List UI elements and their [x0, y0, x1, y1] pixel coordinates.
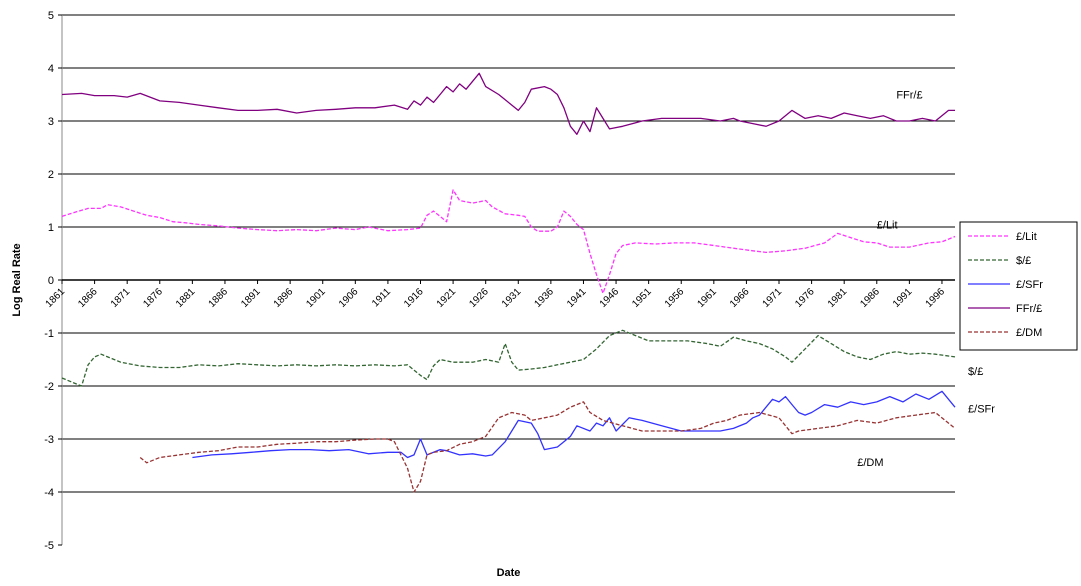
y-tick-label: -5: [44, 540, 54, 552]
x-tick-label: 1971: [761, 286, 785, 310]
x-tick-label: 1896: [272, 286, 296, 310]
x-tick-label: 1956: [663, 286, 687, 310]
y-tick-label: 5: [48, 10, 54, 22]
x-tick-label: 1936: [532, 286, 556, 310]
x-axis-title: Date: [497, 567, 521, 579]
x-tick-label: 1986: [858, 286, 882, 310]
x-tick-label: 1921: [435, 286, 459, 310]
x-tick-label: 1881: [174, 286, 198, 310]
y-tick-label: 3: [48, 116, 54, 128]
series-annotation: FFr/£: [896, 90, 922, 102]
series-line-FFr/£: [61, 72, 955, 135]
x-tick-label: 1901: [304, 286, 328, 310]
legend-label: $/£: [1016, 255, 1031, 267]
y-tick-label: -1: [44, 328, 54, 340]
y-tick-label: -2: [44, 381, 54, 393]
x-tick-label: 1926: [467, 286, 491, 310]
x-tick-label: 1931: [500, 286, 524, 310]
x-tick-label: 1991: [891, 286, 915, 310]
x-tick-label: 1916: [402, 286, 426, 310]
series-line-$/£: [61, 329, 956, 387]
legend-label: £/Lit: [1016, 231, 1037, 243]
legend-label: FFr/£: [1016, 303, 1042, 315]
x-tick-label: 1891: [239, 286, 263, 310]
x-tick-label: 1981: [826, 286, 850, 310]
x-tick-label: 1906: [337, 286, 361, 310]
x-tick-label: 1996: [924, 286, 948, 310]
series-annotation: £/Lit: [877, 219, 898, 231]
y-tick-label: 4: [48, 63, 54, 75]
x-tick-label: 1866: [76, 286, 100, 310]
y-tick-label: 1: [48, 222, 54, 234]
series-annotation: £/SFr: [968, 403, 995, 415]
series-annotation: $/£: [968, 366, 983, 378]
series-line-£/Lit: [61, 189, 956, 294]
x-tick-label: 1976: [793, 286, 817, 310]
x-tick-label: 1951: [630, 286, 654, 310]
y-tick-label: -3: [44, 434, 54, 446]
y-tick-label: 0: [48, 275, 54, 287]
legend-box: [959, 221, 1078, 351]
y-tick-label: -4: [44, 487, 54, 499]
legend-label: £/SFr: [1016, 279, 1043, 291]
series-line-£/DM: [139, 401, 956, 493]
x-tick-label: 1961: [695, 286, 719, 310]
x-tick-label: 1876: [141, 286, 165, 310]
x-tick-label: 1871: [109, 286, 133, 310]
legend-label: £/DM: [1016, 327, 1042, 339]
y-axis-title: Log Real Rate: [11, 243, 23, 316]
y-tick-label: 2: [48, 169, 54, 181]
x-tick-label: 1861: [44, 286, 68, 310]
x-tick-label: 1966: [728, 286, 752, 310]
x-tick-label: 1911: [370, 286, 393, 309]
x-tick-label: 1941: [565, 286, 589, 310]
series-annotation: £/DM: [857, 457, 883, 469]
series-line-£/SFr: [192, 390, 956, 459]
x-tick-label: 1886: [207, 286, 231, 310]
